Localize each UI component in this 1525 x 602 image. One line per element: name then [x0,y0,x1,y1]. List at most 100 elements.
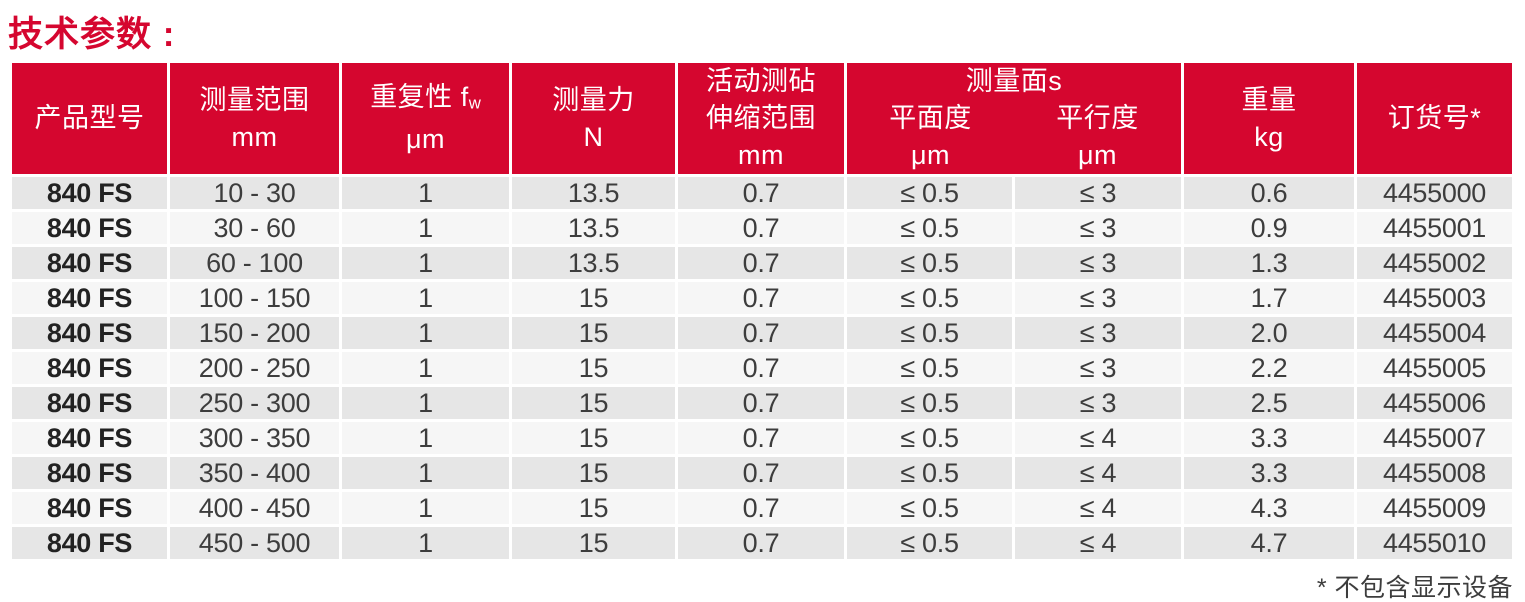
cell-flatness: ≤ 0.5 [847,212,1012,244]
cell-order: 4455001 [1357,212,1512,244]
table-row: 840 FS 200 - 250 1 15 0.7 ≤ 0.5 ≤ 3 2.2 4455005 [12,352,1512,384]
cell-flatness: ≤ 0.5 [847,492,1012,524]
cell-parallelism: ≤ 4 [1015,527,1181,559]
cell-anvil: 0.7 [678,212,844,244]
cell-model: 840 FS [12,457,167,489]
table-row: 840 FS 60 - 100 1 13.5 0.7 ≤ 0.5 ≤ 3 1.3 4455002 [12,247,1512,279]
cell-model: 840 FS [12,282,167,314]
cell-weight: 2.2 [1184,352,1354,384]
col-header-order: 订货号* [1357,63,1512,174]
page-title: 技术参数 : [8,15,176,54]
cell-force: 15 [512,492,675,524]
cell-force: 15 [512,282,675,314]
table-row: 840 FS 400 - 450 1 15 0.7 ≤ 0.5 ≤ 4 4.3 4455009 [12,492,1512,524]
cell-range: 300 - 350 [170,422,339,454]
cell-force: 15 [512,387,675,419]
cell-parallelism: ≤ 3 [1015,212,1181,244]
cell-range: 400 - 450 [170,492,339,524]
cell-force: 15 [512,352,675,384]
cell-parallelism: ≤ 3 [1015,352,1181,384]
col-header-anvil: 活动测砧 伸缩范围 mm [678,63,844,174]
col-header-repeatability-unit: μm [405,124,446,155]
cell-range: 150 - 200 [170,317,339,349]
col-header-range-label: 测量范围 [199,84,310,115]
cell-model: 840 FS [12,317,167,349]
table-row: 840 FS 300 - 350 1 15 0.7 ≤ 0.5 ≤ 4 3.3 4455007 [12,422,1512,454]
cell-anvil: 0.7 [678,387,844,419]
col-header-range: 测量范围 mm [170,63,339,174]
cell-anvil: 0.7 [678,282,844,314]
cell-order: 4455010 [1357,527,1512,559]
cell-force: 13.5 [512,247,675,279]
col-header-force-label: 测量力 [552,84,635,115]
col-header-weight-label: 重量 [1241,84,1297,115]
cell-parallelism: ≤ 4 [1015,422,1181,454]
cell-range: 100 - 150 [170,282,339,314]
col-header-model: 产品型号 [12,63,167,174]
cell-repeatability: 1 [342,177,509,209]
surfaces-subheaders: 平面度 平行度 [847,100,1181,137]
cell-order: 4455007 [1357,422,1512,454]
table-row: 840 FS 250 - 300 1 15 0.7 ≤ 0.5 ≤ 3 2.5 4455006 [12,387,1512,419]
specs-table: 产品型号 测量范围 mm 重复性 fw μm 测量力 N 活动测砧 伸缩范围 [9,60,1515,562]
col-subheader-parallelism: 平行度 [1056,103,1139,133]
col-subheader-flatness-unit: μm [910,140,951,170]
cell-repeatability: 1 [342,212,509,244]
cell-flatness: ≤ 0.5 [847,247,1012,279]
cell-flatness: ≤ 0.5 [847,527,1012,559]
surfaces-subheader-units: μm μm [847,137,1181,174]
col-header-force-unit: N [583,121,604,152]
footnote: * 不包含显示设备 [1316,574,1513,602]
cell-model: 840 FS [12,247,167,279]
cell-repeatability: 1 [342,492,509,524]
col-subheader-parallelism-unit: μm [1077,140,1118,170]
table-header-row: 产品型号 测量范围 mm 重复性 fw μm 测量力 N 活动测砧 伸缩范围 [12,63,1512,174]
cell-model: 840 FS [12,352,167,384]
cell-anvil: 0.7 [678,492,844,524]
col-header-repeatability: 重复性 fw μm [342,63,509,174]
cell-repeatability: 1 [342,527,509,559]
cell-parallelism: ≤ 4 [1015,457,1181,489]
cell-anvil: 0.7 [678,527,844,559]
cell-order: 4455002 [1357,247,1512,279]
col-header-weight: 重量 kg [1184,63,1354,174]
table-row: 840 FS 350 - 400 1 15 0.7 ≤ 0.5 ≤ 4 3.3 4455008 [12,457,1512,489]
col-header-range-unit: mm [231,121,278,152]
cell-model: 840 FS [12,492,167,524]
cell-anvil: 0.7 [678,352,844,384]
cell-range: 10 - 30 [170,177,339,209]
cell-range: 250 - 300 [170,387,339,419]
col-header-model-label: 产品型号 [34,103,145,133]
cell-repeatability: 1 [342,247,509,279]
cell-repeatability: 1 [342,422,509,454]
cell-range: 450 - 500 [170,527,339,559]
col-header-repeatability-label: 重复性 fw [370,81,481,113]
cell-order: 4455006 [1357,387,1512,419]
cell-anvil: 0.7 [678,177,844,209]
cell-repeatability: 1 [342,317,509,349]
cell-weight: 4.3 [1184,492,1354,524]
table-row: 840 FS 450 - 500 1 15 0.7 ≤ 0.5 ≤ 4 4.7 4455010 [12,527,1512,559]
cell-anvil: 0.7 [678,457,844,489]
cell-flatness: ≤ 0.5 [847,177,1012,209]
cell-weight: 0.6 [1184,177,1354,209]
cell-parallelism: ≤ 3 [1015,317,1181,349]
cell-model: 840 FS [12,422,167,454]
table-body: 840 FS 10 - 30 1 13.5 0.7 ≤ 0.5 ≤ 3 0.6 4455000 8… [12,177,1512,559]
cell-repeatability: 1 [342,387,509,419]
cell-force: 15 [512,422,675,454]
cell-model: 840 FS [12,177,167,209]
cell-model: 840 FS [12,527,167,559]
cell-force: 15 [512,527,675,559]
cell-range: 60 - 100 [170,247,339,279]
col-header-force: 测量力 N [512,63,675,174]
table-row: 840 FS 100 - 150 1 15 0.7 ≤ 0.5 ≤ 3 1.7 4455003 [12,282,1512,314]
cell-weight: 2.0 [1184,317,1354,349]
cell-order: 4455000 [1357,177,1512,209]
cell-weight: 2.5 [1184,387,1354,419]
cell-repeatability: 1 [342,457,509,489]
cell-anvil: 0.7 [678,247,844,279]
cell-parallelism: ≤ 3 [1015,177,1181,209]
col-header-surfaces-group: 测量面s 平面度 平行度 μm μm [847,63,1181,174]
cell-parallelism: ≤ 4 [1015,492,1181,524]
